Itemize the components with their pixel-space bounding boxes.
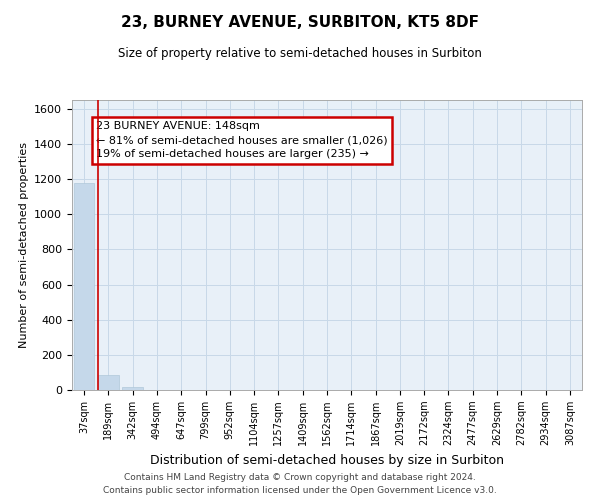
Text: Contains HM Land Registry data © Crown copyright and database right 2024.
Contai: Contains HM Land Registry data © Crown c… <box>103 474 497 495</box>
Bar <box>74 182 94 390</box>
Bar <box>98 375 119 390</box>
Text: 23, BURNEY AVENUE, SURBITON, KT5 8DF: 23, BURNEY AVENUE, SURBITON, KT5 8DF <box>121 15 479 30</box>
X-axis label: Distribution of semi-detached houses by size in Surbiton: Distribution of semi-detached houses by … <box>150 454 504 466</box>
Text: Size of property relative to semi-detached houses in Surbiton: Size of property relative to semi-detach… <box>118 48 482 60</box>
Text: 23 BURNEY AVENUE: 148sqm
← 81% of semi-detached houses are smaller (1,026)
19% o: 23 BURNEY AVENUE: 148sqm ← 81% of semi-d… <box>96 121 388 159</box>
Y-axis label: Number of semi-detached properties: Number of semi-detached properties <box>19 142 29 348</box>
Bar <box>122 387 143 390</box>
